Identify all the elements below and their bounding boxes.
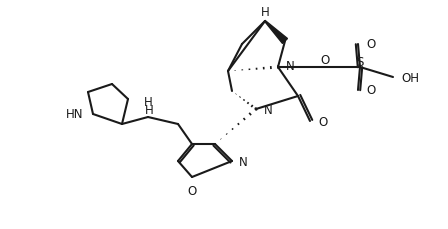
Text: H: H [261,5,269,18]
Text: O: O [187,184,197,197]
Text: N: N [239,156,248,169]
Text: S: S [356,56,364,69]
Text: O: O [366,84,375,97]
Text: O: O [366,38,375,51]
Text: O: O [318,115,327,128]
Text: N: N [264,104,273,117]
Polygon shape [265,22,288,44]
Text: O: O [320,54,330,67]
Text: HN: HN [65,108,83,121]
Text: OH: OH [401,71,419,84]
Text: H: H [145,103,153,116]
Text: H: H [144,95,152,109]
Text: N: N [286,60,295,73]
